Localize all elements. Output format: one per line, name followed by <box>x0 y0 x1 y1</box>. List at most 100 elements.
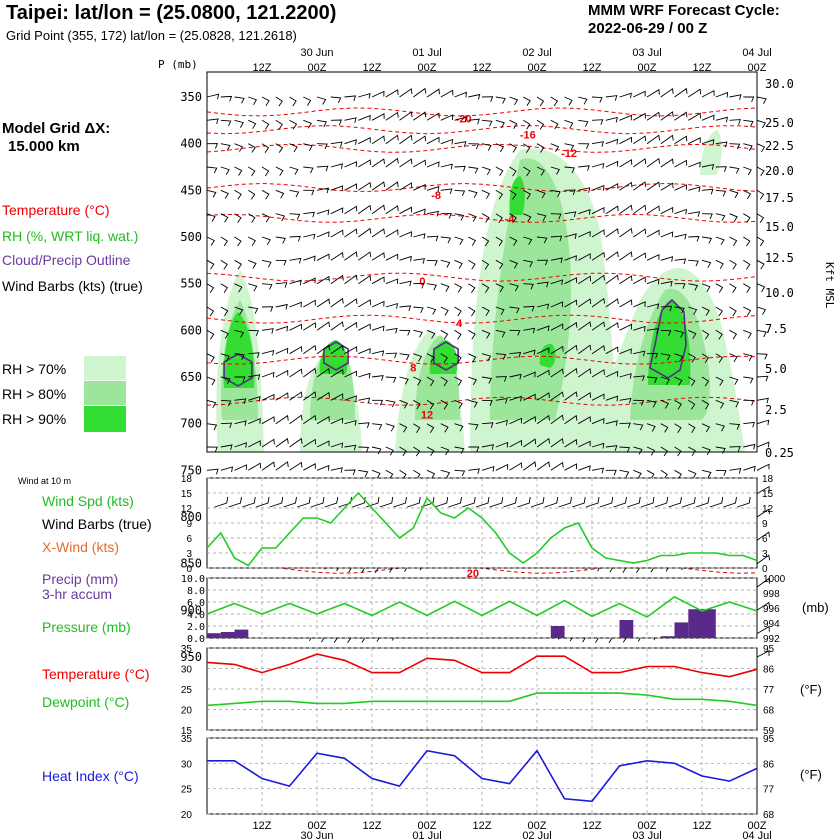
wind-barb <box>564 211 577 218</box>
wind-barb <box>729 259 737 270</box>
wind-barb <box>674 283 686 289</box>
wind-barb <box>633 423 644 431</box>
wind-barb <box>303 189 315 196</box>
wind-barb <box>688 88 702 98</box>
pressure-tick-right-992: 992 <box>763 634 780 645</box>
wind-barb <box>303 367 317 378</box>
wind-barb <box>385 134 399 145</box>
wind-barb <box>564 189 576 196</box>
surface-wind-barb <box>668 496 682 508</box>
wind-barb <box>261 438 275 448</box>
precip-tick-5: 10.0 <box>181 574 205 585</box>
wind-barb <box>633 158 647 168</box>
precip-tick-2: 4.0 <box>187 610 205 621</box>
wind-barb <box>275 189 285 199</box>
wind-barb <box>578 368 592 378</box>
wind-barb <box>564 255 577 261</box>
surface-wind-barb <box>572 496 586 508</box>
height-tick-8: 7.5 <box>765 322 787 336</box>
wind-barb <box>715 353 724 363</box>
wind-barb <box>509 306 520 314</box>
top-time-label-5: 00Z <box>528 62 547 74</box>
wind-barb <box>344 469 356 476</box>
wind-barb <box>605 228 619 238</box>
wind-barb <box>743 259 751 270</box>
wind-barb <box>674 233 687 240</box>
wind-barb <box>536 259 549 266</box>
wind-barb <box>674 423 682 433</box>
wind-barb <box>578 392 592 401</box>
wind-barb <box>633 252 647 261</box>
rh70-label: RH > 70% <box>2 361 67 377</box>
wind-barb <box>550 301 564 308</box>
surface-wind-barb <box>283 496 297 508</box>
wind-barb <box>330 274 344 285</box>
wind-barb <box>344 95 357 102</box>
wind-barb <box>715 306 723 317</box>
wind-barb <box>564 414 578 425</box>
wind-barb <box>509 283 519 292</box>
wind-barb <box>605 138 619 145</box>
wind-barb <box>509 373 522 380</box>
wind-speed-label: Wind Spd (kts) <box>42 493 134 509</box>
wind-barb <box>220 306 229 317</box>
isotherm-label--4: -4 <box>505 213 516 225</box>
wind-barb <box>756 419 770 426</box>
wind-barb <box>275 166 284 176</box>
wind-barb <box>536 369 550 378</box>
pressure-tick-350: 350 <box>180 90 202 104</box>
wind-barb <box>660 111 674 121</box>
wind-barb <box>701 236 713 244</box>
wind-barb <box>729 189 739 199</box>
wind-barb <box>646 88 660 98</box>
temp-tick-20: 20 <box>181 706 193 717</box>
wind-barb <box>701 188 714 195</box>
wind-barb <box>330 297 344 308</box>
wind-barb <box>591 141 604 147</box>
wind-barb <box>206 118 219 125</box>
wind-barb <box>330 344 344 355</box>
pressure-tick-400: 400 <box>180 137 202 151</box>
wind-barb <box>564 143 575 151</box>
wind-barb <box>206 143 219 149</box>
wind-barb <box>220 189 229 199</box>
wind-barb <box>261 393 275 401</box>
bottom-time-label-7: 00Z <box>638 820 657 832</box>
top-date-label-2: 02 Jul <box>522 47 551 59</box>
wind-barb <box>756 650 770 658</box>
wind-barb <box>454 329 462 340</box>
wind-barb <box>358 397 371 404</box>
precip-bar-8 <box>702 609 716 638</box>
wind-barb <box>701 353 710 363</box>
top-date-label-1: 01 Jul <box>412 47 441 59</box>
surface-wind-barb <box>654 496 669 508</box>
wind-barb <box>729 143 741 150</box>
precip-bar-5 <box>660 636 675 638</box>
wind-barb <box>275 143 284 153</box>
surface-wind-barb <box>585 496 600 508</box>
wind-barb <box>358 136 371 145</box>
wind-barb <box>220 329 229 339</box>
wind-barb <box>605 205 619 215</box>
wind-barb <box>743 443 756 450</box>
wind-barb <box>481 444 495 450</box>
wind-barb <box>371 350 385 356</box>
wind-barb <box>564 391 578 401</box>
wind-barb <box>371 228 385 238</box>
pressure-tick-500: 500 <box>180 230 202 244</box>
wind-barb <box>413 183 426 191</box>
pressure-tick-600: 600 <box>180 323 202 337</box>
wind-barb <box>316 415 330 425</box>
wind-barb <box>715 141 728 148</box>
wind-barb <box>413 329 423 338</box>
wind-left-tick-18: 18 <box>181 474 193 485</box>
wind-barb <box>578 230 591 238</box>
surface-wind-barb <box>214 496 229 508</box>
wind-left-tick-12: 12 <box>181 504 193 515</box>
wind-barb <box>523 371 536 378</box>
wind-barb <box>385 229 399 238</box>
height-tick-1: 25.0 <box>765 116 794 130</box>
wind-left-tick-6: 6 <box>186 534 192 545</box>
wind-barb <box>715 91 729 98</box>
wind-barb <box>316 165 329 172</box>
